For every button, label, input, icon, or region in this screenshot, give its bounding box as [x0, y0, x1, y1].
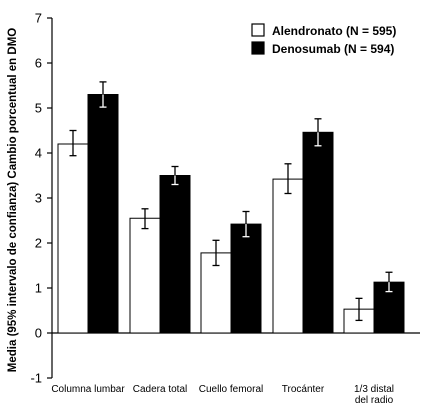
- category-label: Trocánter: [282, 384, 325, 395]
- category-label: Cadera total: [133, 384, 187, 395]
- bar-denosumab: [302, 131, 334, 334]
- category-labels: Columna lumbar Cadera total Cuello femoral…: [51, 384, 394, 405]
- bar-alendronato: [272, 178, 304, 334]
- y-tick-label: 5: [35, 101, 42, 116]
- category-label: 1/3 distal del radio: [354, 384, 394, 405]
- bar-denosumab: [230, 223, 262, 334]
- bar-alendronato: [57, 143, 89, 334]
- y-tick-label: 6: [35, 56, 42, 71]
- legend: Alendronato (N = 595) Denosumab (N = 594): [251, 23, 396, 56]
- bar-denosumab: [373, 281, 405, 334]
- y-tick-label: 3: [35, 191, 42, 206]
- legend-swatch: [251, 23, 265, 37]
- y-tick-label: 7: [35, 11, 42, 26]
- error-bars: [69, 81, 393, 322]
- y-tick-label: -1: [30, 371, 42, 386]
- bar-denosumab: [87, 94, 119, 334]
- y-axis-label: Media (95% intervalo de confianza) Cambi…: [7, 28, 19, 372]
- category-label: Columna lumbar: [51, 384, 125, 395]
- bar-denosumab: [159, 175, 191, 334]
- y-tick-label: 4: [35, 146, 42, 161]
- y-tick-label: 2: [35, 236, 42, 251]
- legend-label: Denosumab (N = 594): [272, 42, 394, 56]
- y-tick-label: 0: [35, 326, 42, 341]
- y-tick-label: 1: [35, 281, 42, 296]
- legend-swatch: [251, 41, 265, 55]
- bar-alendronato: [129, 217, 161, 334]
- category-label: Cuello femoral: [199, 384, 263, 395]
- bars: [57, 94, 405, 334]
- legend-label: Alendronato (N = 595): [272, 24, 396, 38]
